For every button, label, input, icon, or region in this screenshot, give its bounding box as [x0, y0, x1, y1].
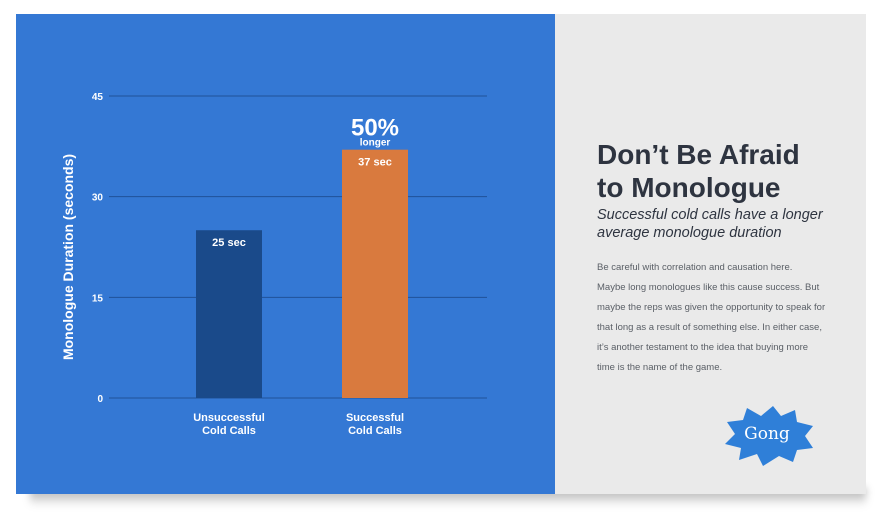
subtitle-line-1: Successful cold calls have a longer [597, 207, 823, 223]
body-line: it’s another testament to the idea that … [597, 342, 809, 353]
x-tick-label: Cold Calls [348, 425, 402, 437]
subtitle: Successful cold calls have a longer aver… [597, 206, 837, 242]
y-tick-label: 0 [97, 394, 103, 405]
body-line: Maybe long monologues like this cause su… [597, 282, 820, 293]
subtitle-line-2: average monologue duration [597, 225, 782, 241]
x-tick-label: Unsuccessful [193, 412, 265, 424]
body-paragraph: Be careful with correlation and causatio… [597, 258, 837, 378]
body-line: time is the name of the game. [597, 362, 723, 373]
body-line: Be careful with correlation and causatio… [597, 262, 793, 273]
slide: 0 15 30 45 25 sec Unsuccessful Cold Calls 37 se… [16, 14, 866, 494]
body-line: that long as a result of something else.… [597, 322, 822, 333]
bar-value-label: 25 sec [212, 237, 246, 249]
bar [342, 149, 408, 398]
starburst-icon [725, 406, 813, 466]
body-line: maybe the reps was given the opportunity… [597, 302, 826, 313]
gong-logo: Gong [721, 404, 817, 468]
y-axis-title: Monologue Duration (seconds) [60, 154, 76, 360]
y-tick-label: 30 [92, 193, 104, 204]
y-tick-label: 45 [92, 92, 104, 103]
title-line-1: Don’t Be Afraid [597, 139, 800, 170]
logo-text: Gong [744, 424, 790, 444]
bar [196, 230, 262, 398]
page-title: Don’t Be Afraid to Monologue [597, 138, 847, 204]
x-tick-label: Successful [346, 412, 404, 424]
text-panel: Don’t Be Afraid to Monologue Successful … [555, 14, 866, 494]
annotation-percent: 50% [351, 115, 399, 142]
y-tick-label: 15 [92, 293, 104, 304]
title-line-2: to Monologue [597, 172, 781, 203]
x-tick-label: Cold Calls [202, 425, 256, 437]
bar-value-label: 37 sec [358, 157, 392, 169]
chart-panel: 0 15 30 45 25 sec Unsuccessful Cold Calls 37 se… [16, 14, 555, 494]
annotation-label: longer [360, 138, 391, 149]
